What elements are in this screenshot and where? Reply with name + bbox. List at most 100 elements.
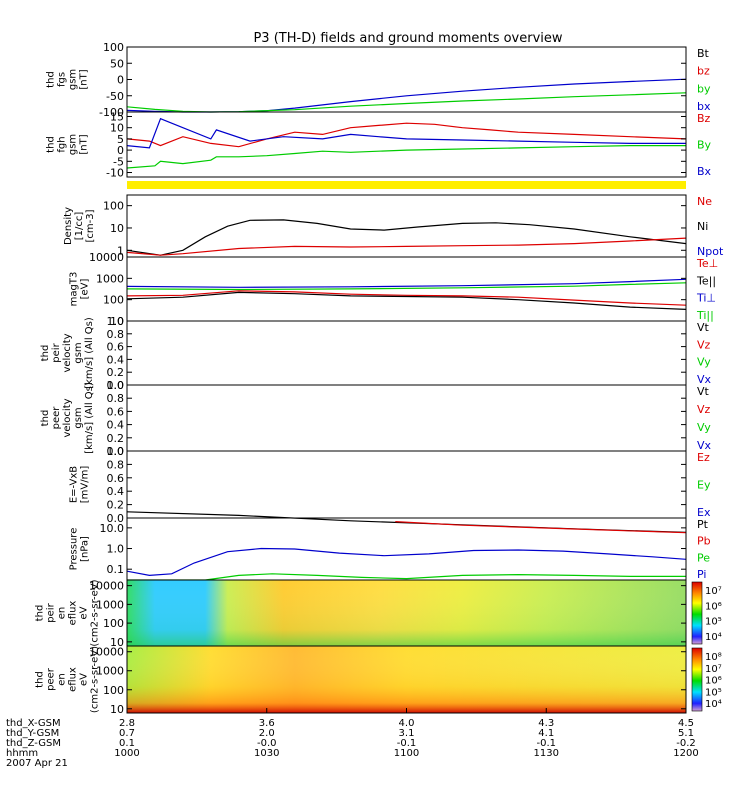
legend-bz: bz bbox=[697, 65, 710, 78]
svg-text:peer: peer bbox=[51, 406, 62, 430]
pressure-legend: Pt Pb Pe Pi bbox=[697, 518, 711, 581]
x-row-label: thd_X-GSM bbox=[6, 718, 61, 729]
series-Ti⊥ bbox=[126, 278, 687, 288]
y-tick-label: 10 bbox=[110, 703, 124, 716]
x-tick-value: 4.5 bbox=[678, 718, 694, 729]
legend-Ex: Ex bbox=[697, 506, 711, 519]
svg-text:gsm: gsm bbox=[68, 134, 79, 155]
fgh-frame bbox=[126, 111, 687, 178]
panel-temperature: 10000 1000 100 10 magT3 [eV] Te⊥ Te|| Ti⊥ Ti|| bbox=[69, 251, 719, 328]
x-tick-value: 0.1 bbox=[119, 738, 135, 749]
x-tick-value: 3.6 bbox=[259, 718, 275, 729]
svg-text:E=-VxB: E=-VxB bbox=[69, 466, 80, 503]
x-axis-labels: 2.80.70.110003.62.0-0.010304.03.1-0.1110… bbox=[6, 708, 699, 769]
y-tick-label: 0.6 bbox=[107, 341, 125, 354]
x-row-label: thd_Z-GSM bbox=[6, 738, 61, 749]
y-tick-label: 1.0 bbox=[107, 445, 125, 458]
svg-text:eV: eV bbox=[79, 606, 90, 619]
legend-By: By bbox=[697, 139, 712, 152]
svg-text:peir: peir bbox=[51, 342, 62, 362]
svg-text:eV: eV bbox=[79, 673, 90, 686]
legend-Pi: Pi bbox=[697, 568, 706, 581]
temperature-ylabel: magT3 [eV] bbox=[69, 272, 91, 307]
svg-text:[cm-3]: [cm-3] bbox=[85, 209, 96, 242]
y-tick-label: 0.4 bbox=[107, 419, 125, 432]
x-tick-value: 4.0 bbox=[399, 718, 415, 729]
x-tick-value: 3.1 bbox=[399, 728, 415, 739]
legend-Ez: Ez bbox=[697, 451, 710, 464]
y-tick-label: 0.6 bbox=[107, 472, 125, 485]
fgh-ylabel: thd fgh gsm [nT] bbox=[46, 134, 90, 155]
svg-text:[nT]: [nT] bbox=[79, 69, 90, 89]
panel-fgs: 100 50 0 -50 -100 thd fgs gsm [nT] Bt bz by bx bbox=[46, 41, 711, 119]
y-tick-label: 0.8 bbox=[107, 392, 125, 405]
x-tick-value: 1200 bbox=[673, 748, 698, 759]
svg-text:[1/cc]: [1/cc] bbox=[74, 212, 85, 241]
y-tick-label: 0.2 bbox=[107, 366, 125, 379]
x-tick-value: 0.7 bbox=[119, 728, 135, 739]
x-tick-value: 1100 bbox=[394, 748, 419, 759]
legend-Ni: Ni bbox=[697, 220, 708, 233]
peer_velocity-frame bbox=[126, 384, 687, 452]
y-tick-label: 0.0 bbox=[107, 379, 125, 392]
peer_spectrogram-ylabel: thd peer en eflux eV (cm2-s-sr-eV) bbox=[35, 646, 101, 713]
colorbar-tick: 10⁴ bbox=[705, 699, 722, 710]
svg-text:fgs: fgs bbox=[57, 72, 68, 87]
x-tick-value: 1030 bbox=[254, 748, 279, 759]
svg-text:eflux: eflux bbox=[68, 601, 79, 626]
series-Bx bbox=[126, 117, 686, 149]
y-tick-label: 10 bbox=[110, 222, 124, 235]
y-tick-label: 0.2 bbox=[107, 499, 125, 512]
series-by bbox=[126, 92, 687, 113]
efield-legend: Ez Ey Ex bbox=[697, 451, 711, 519]
y-tick-label: -5 bbox=[113, 155, 124, 168]
svg-text:fgh: fgh bbox=[57, 136, 68, 152]
efield-frame bbox=[126, 450, 687, 519]
y-tick-label: -10 bbox=[106, 167, 124, 180]
y-tick-label: 10 bbox=[110, 122, 124, 135]
svg-text:thd: thd bbox=[40, 410, 51, 427]
legend-Vx: Vx bbox=[697, 373, 712, 386]
legend-Vz: Vz bbox=[697, 403, 711, 416]
svg-text:[nPa]: [nPa] bbox=[80, 536, 91, 562]
y-tick-label: 10 bbox=[110, 636, 124, 649]
svg-text:peer: peer bbox=[46, 667, 57, 691]
colorbar-tick: 10⁵ bbox=[705, 687, 722, 698]
y-tick-label: 1.0 bbox=[107, 315, 125, 328]
series-Ni bbox=[126, 219, 687, 256]
legend-Pb: Pb bbox=[697, 535, 711, 548]
density-ylabel: Density [1/cc] [cm-3] bbox=[63, 207, 96, 245]
x-tick-value: 5.1 bbox=[678, 728, 694, 739]
figure-title: P3 (TH-D) fields and ground moments over… bbox=[253, 31, 562, 46]
x-tick-value: 1000 bbox=[114, 748, 139, 759]
x-tick-value: 4.3 bbox=[538, 718, 554, 729]
legend-Ne: Ne bbox=[697, 195, 712, 208]
quality-flag-bar bbox=[127, 181, 686, 189]
y-tick-label: -50 bbox=[106, 90, 124, 103]
svg-text:[km/s] (All Qs): [km/s] (All Qs) bbox=[84, 317, 95, 389]
y-tick-label: -100 bbox=[99, 106, 124, 119]
series-By bbox=[126, 145, 686, 169]
svg-text:eflux: eflux bbox=[68, 667, 79, 692]
series-Pi bbox=[126, 547, 687, 577]
y-tick-label: 1000 bbox=[96, 665, 124, 678]
svg-text:thd: thd bbox=[46, 136, 57, 153]
temperature-legend: Te⊥ Te|| Ti⊥ Ti|| bbox=[696, 257, 718, 322]
y-tick-label: 1000 bbox=[96, 598, 124, 611]
y-tick-label: 0.0 bbox=[107, 445, 125, 458]
series-Ti|| bbox=[126, 282, 687, 291]
series-Bz bbox=[126, 122, 687, 148]
y-tick-label: 10000 bbox=[89, 251, 124, 264]
legend-Pt: Pt bbox=[697, 518, 709, 531]
x-tick-value: -0.2 bbox=[676, 738, 696, 749]
colorbar-tick: 10⁷ bbox=[705, 664, 722, 675]
fgh-legend: Bz By Bx bbox=[697, 112, 712, 178]
y-tick-label: 0.8 bbox=[107, 458, 125, 471]
legend-Npot: Npot bbox=[697, 245, 724, 258]
legend-bx: bx bbox=[697, 100, 711, 113]
density-legend: Ne Ni Npot bbox=[697, 195, 724, 258]
y-tick-label: 100 bbox=[103, 294, 124, 307]
